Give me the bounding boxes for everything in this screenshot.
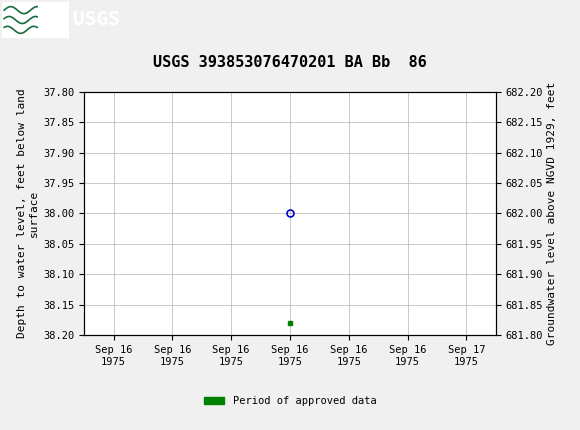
Text: USGS 393853076470201 BA Bb  86: USGS 393853076470201 BA Bb 86 [153,55,427,71]
Y-axis label: Depth to water level, feet below land
surface: Depth to water level, feet below land su… [17,89,39,338]
Y-axis label: Groundwater level above NGVD 1929, feet: Groundwater level above NGVD 1929, feet [548,82,557,345]
Legend: Period of approved data: Period of approved data [200,392,380,411]
Text: USGS: USGS [72,10,119,30]
FancyBboxPatch shape [2,3,69,37]
